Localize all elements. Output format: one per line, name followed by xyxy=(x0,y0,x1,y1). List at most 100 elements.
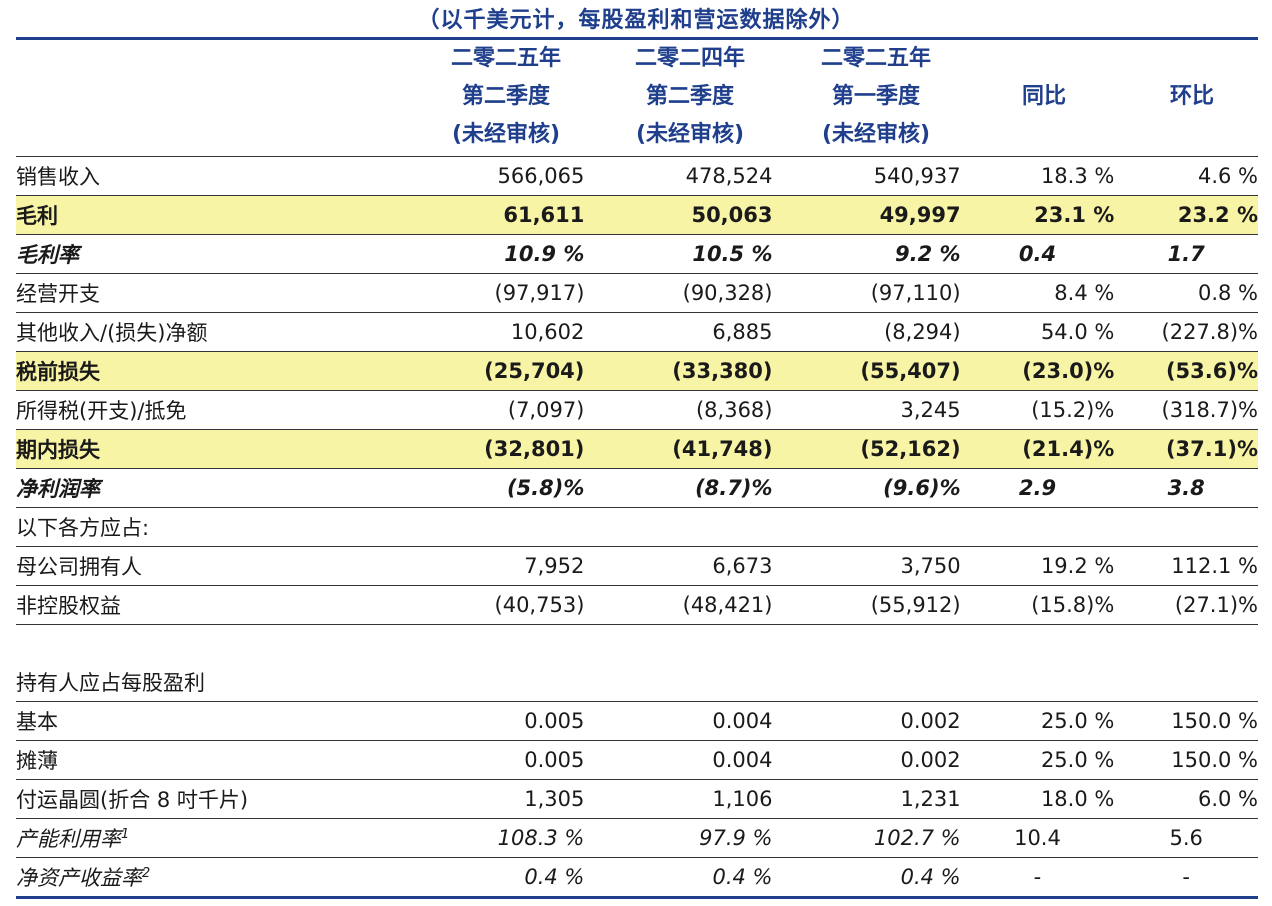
cell-value: 18.3 % xyxy=(960,156,1115,196)
cell-value: 3.8 xyxy=(1114,468,1258,508)
row-label: 持有人应占每股盈利 xyxy=(16,671,205,695)
cell-value: (97,917) xyxy=(414,273,585,313)
cell-value: 0.4 % xyxy=(772,857,961,896)
row-label: 产能利用率1 xyxy=(16,818,415,858)
cell-value: (8.7)% xyxy=(584,468,773,508)
cell-value: (37.1)% xyxy=(1114,429,1258,469)
table-row: 非控股权益 (40,753) (48,421) (55,912) (15.8)%… xyxy=(16,585,1258,625)
empty-cell xyxy=(414,507,585,547)
header-q2-2024: 二零二四年 第二季度 (未经审核) xyxy=(602,40,778,154)
row-label: 净资产收益率2 xyxy=(16,857,415,896)
header-yoy: 同比 xyxy=(1021,84,1066,109)
cell-value: (9.6)% xyxy=(772,468,961,508)
row-label: 销售收入 xyxy=(16,156,415,196)
cell-value: 10.4 xyxy=(960,818,1115,858)
cell-value: 54.0 % xyxy=(960,312,1115,352)
cell-value: 0.4 % xyxy=(584,857,773,896)
footnote-marker: 1 xyxy=(121,827,130,842)
header-q1-2025-quarter: 第一季度 xyxy=(831,84,920,109)
cell-value: (15.2)% xyxy=(960,390,1115,430)
table-row: 毛利 61,611 50,063 49,997 23.1 % 23.2 % xyxy=(16,195,1258,235)
row-label: 毛利 xyxy=(16,195,415,235)
row-label-text: 净资产收益率 xyxy=(16,866,142,890)
empty-cell xyxy=(16,624,1258,663)
cell-value: (25,704) xyxy=(414,351,585,391)
cell-value: 10,602 xyxy=(414,312,585,352)
cell-value: 0.005 xyxy=(414,701,585,741)
row-label: 付运晶圆(折合 8 吋千片) xyxy=(16,779,415,819)
row-label: 所得税(开支)/抵免 xyxy=(16,390,415,430)
cell-value: (40,753) xyxy=(414,585,585,625)
cell-value: 108.3 % xyxy=(414,818,585,858)
row-label: 毛利率 xyxy=(16,234,415,274)
cell-value: 0.8 % xyxy=(1114,273,1258,313)
cell-value: (48,421) xyxy=(584,585,773,625)
row-label: 非控股权益 xyxy=(16,585,415,625)
cell-value: (8,368) xyxy=(584,390,773,430)
bottom-rule xyxy=(16,896,1258,899)
cell-value: 1.7 xyxy=(1114,234,1258,274)
cell-value: (32,801) xyxy=(414,429,585,469)
cell-value: (21.4)% xyxy=(960,429,1115,469)
cell-value: (41,748) xyxy=(584,429,773,469)
header-q1-2025: 二零二五年 第一季度 (未经审核) xyxy=(788,40,964,154)
header-q2-2024-audit: (未经审核) xyxy=(635,122,745,147)
header-q2-2025-quarter: 第二季度 xyxy=(461,84,550,109)
cell-value: (90,328) xyxy=(584,273,773,313)
cell-value: (55,407) xyxy=(772,351,961,391)
table-row: 经营开支 (97,917) (90,328) (97,110) 8.4 % 0.… xyxy=(16,273,1258,313)
cell-value: (5.8)% xyxy=(414,468,585,508)
header-q2-2024-quarter: 第二季度 xyxy=(645,84,734,109)
table-row: 其他收入/(损失)净额 10,602 6,885 (8,294) 54.0 % … xyxy=(16,312,1258,352)
cell-value: 478,524 xyxy=(584,156,773,196)
cell-value: 25.0 % xyxy=(960,740,1115,780)
cell-value: 102.7 % xyxy=(772,818,961,858)
table-row: 净资产收益率2 0.4 % 0.4 % 0.4 % - - xyxy=(16,857,1258,896)
empty-cell xyxy=(960,507,1115,547)
cell-value: 0.004 xyxy=(584,740,773,780)
table-caption: （以千美元计，每股盈利和营运数据除外） xyxy=(417,8,855,33)
empty-cell xyxy=(414,663,584,702)
row-label-text: 产能利用率 xyxy=(16,827,121,851)
cell-value: (53.6)% xyxy=(1114,351,1258,391)
row-label: 以下各方应占: xyxy=(16,507,415,547)
table-row: 以下各方应占: xyxy=(16,507,1258,547)
cell-value: (7,097) xyxy=(414,390,585,430)
cell-value: 1,305 xyxy=(414,779,585,819)
cell-value: 0.005 xyxy=(414,740,585,780)
cell-value: 1,106 xyxy=(584,779,773,819)
spacer-row xyxy=(16,624,1258,663)
empty-cell xyxy=(772,507,961,547)
header-q2-2025: 二零二五年 第二季度 (未经审核) xyxy=(418,40,594,154)
header-q2-2024-year: 二零二四年 xyxy=(634,46,745,71)
table-row: 产能利用率1 108.3 % 97.9 % 102.7 % 10.4 5.6 xyxy=(16,818,1258,858)
cell-value: (15.8)% xyxy=(960,585,1115,625)
empty-cell xyxy=(584,663,772,702)
empty-cell xyxy=(584,507,773,547)
cell-value: 6,885 xyxy=(584,312,773,352)
cell-value: (33,380) xyxy=(584,351,773,391)
cell-value: 61,611 xyxy=(414,195,585,235)
cell-value: (97,110) xyxy=(772,273,961,313)
cell-value: (8,294) xyxy=(772,312,961,352)
cell-value: 50,063 xyxy=(584,195,773,235)
footnote-marker: 2 xyxy=(142,866,151,881)
empty-cell xyxy=(1114,507,1258,547)
cell-value: 23.2 % xyxy=(1114,195,1258,235)
cell-value: 112.1 % xyxy=(1114,546,1258,586)
cell-value: 49,997 xyxy=(772,195,961,235)
cell-value: (52,162) xyxy=(772,429,961,469)
cell-value: 18.0 % xyxy=(960,779,1115,819)
table-row: 期内损失 (32,801) (41,748) (52,162) (21.4)% … xyxy=(16,429,1258,469)
cell-value: 8.4 % xyxy=(960,273,1115,313)
cell-value: 6,673 xyxy=(584,546,773,586)
cell-value: 7,952 xyxy=(414,546,585,586)
cell-value: 9.2 % xyxy=(772,234,961,274)
cell-value: 25.0 % xyxy=(960,701,1115,741)
cell-value: 10.5 % xyxy=(584,234,773,274)
row-label: 经营开支 xyxy=(16,273,415,313)
table-row: 所得税(开支)/抵免 (7,097) (8,368) 3,245 (15.2)%… xyxy=(16,390,1258,430)
cell-value: 150.0 % xyxy=(1114,740,1258,780)
header-qoq: 环比 xyxy=(1169,84,1214,109)
cell-value: 0.002 xyxy=(772,740,961,780)
